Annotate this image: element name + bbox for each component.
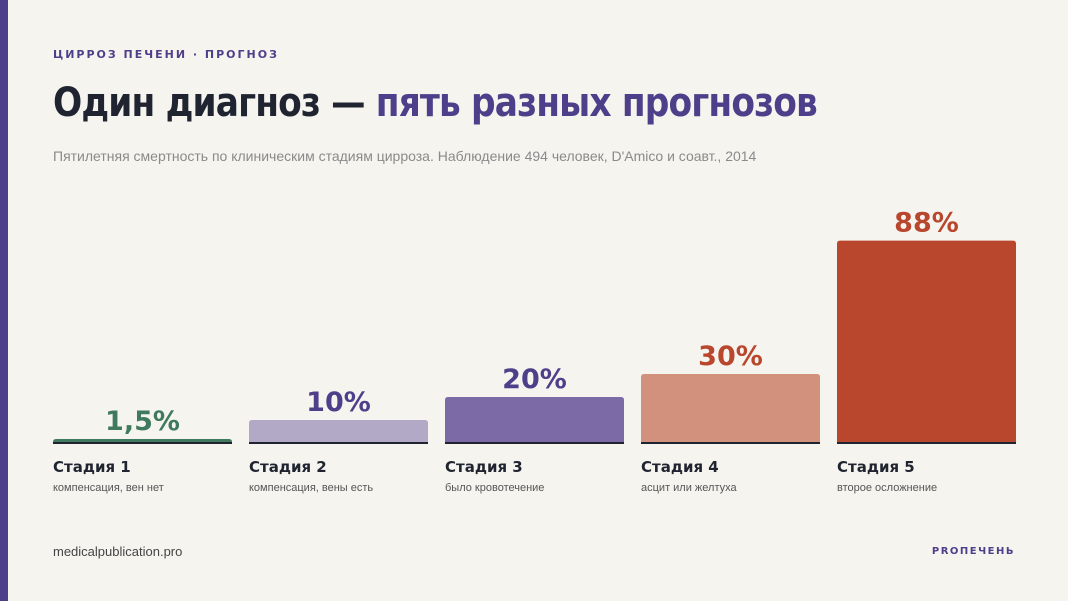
data-label: 30%: [698, 341, 763, 372]
kicker: ЦИРРОЗ ПЕЧЕНИ · ПРОГНОЗ: [53, 48, 279, 61]
title-main: Один диагноз —: [53, 80, 376, 126]
category-label: Стадия 4: [641, 458, 719, 476]
footer-brand: PROПЕЧЕНЬ: [931, 546, 1015, 557]
bar: [837, 240, 1016, 443]
bar: [249, 420, 428, 443]
data-label: 20%: [502, 364, 567, 395]
category-label: Стадия 5: [837, 458, 915, 476]
category-description: асцит или желтуха: [641, 482, 737, 494]
category-description: компенсация, вены есть: [249, 482, 373, 494]
data-label: 10%: [306, 387, 371, 418]
bar: [641, 374, 820, 443]
title-highlight: пять разных прогнозов: [375, 80, 818, 126]
category-description: компенсация, вен нет: [53, 482, 164, 494]
category-label: Стадия 2: [249, 458, 327, 476]
category-description: было кровотечение: [445, 482, 544, 494]
accent-stripe: [0, 0, 8, 601]
category-description: второе осложнение: [837, 482, 937, 494]
page-title: Один диагноз — пять разных прогнозов: [53, 80, 818, 126]
category-label: Стадия 1: [53, 458, 131, 476]
data-label: 1,5%: [105, 406, 180, 437]
footer-site: medicalpublication.pro: [53, 544, 183, 559]
category-label: Стадия 3: [445, 458, 523, 476]
data-label: 88%: [894, 208, 959, 239]
subtitle: Пятилетняя смертность по клиническим ста…: [53, 148, 757, 164]
bar: [445, 397, 624, 443]
